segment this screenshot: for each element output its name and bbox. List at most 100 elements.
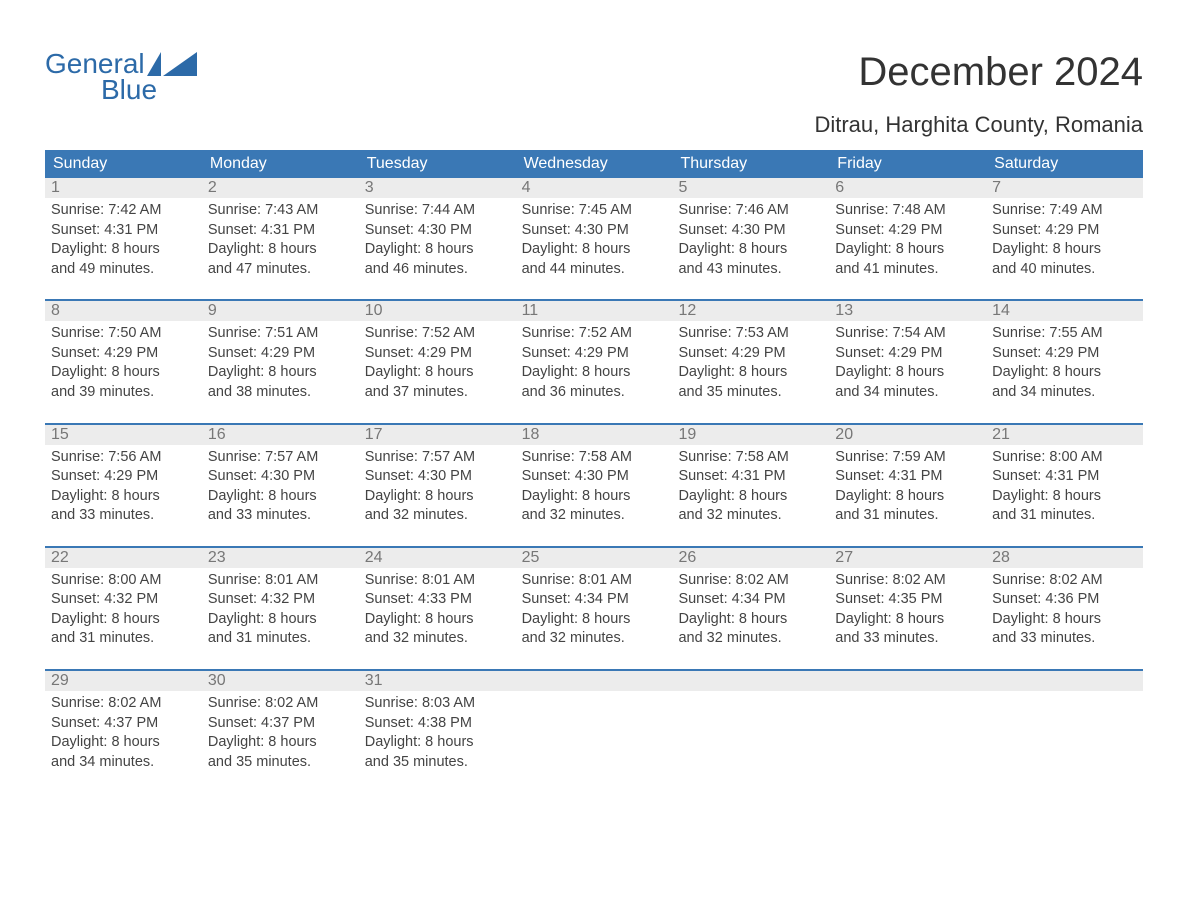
day-info-line: Sunset: 4:29 PM xyxy=(522,344,667,364)
day-info-line: and 49 minutes. xyxy=(51,260,196,280)
day-info-line: Sunset: 4:31 PM xyxy=(51,221,196,241)
calendar-day-cell: 26Sunrise: 8:02 AMSunset: 4:34 PMDayligh… xyxy=(672,548,829,655)
day-info-line: Sunset: 4:29 PM xyxy=(992,221,1137,241)
day-number: 12 xyxy=(672,301,829,321)
day-info-line: Daylight: 8 hours xyxy=(992,487,1137,507)
flag-icon xyxy=(147,52,197,76)
day-number: . xyxy=(516,671,673,691)
day-number: 19 xyxy=(672,425,829,445)
calendar-day-cell: . xyxy=(516,671,673,778)
day-info-line: Daylight: 8 hours xyxy=(208,240,353,260)
day-info: Sunrise: 7:44 AMSunset: 4:30 PMDaylight:… xyxy=(359,198,516,285)
weekday-header: Monday xyxy=(202,150,359,178)
day-number: 6 xyxy=(829,178,986,198)
day-info-line: and 37 minutes. xyxy=(365,383,510,403)
day-info-line: and 32 minutes. xyxy=(365,629,510,649)
calendar-day-cell: 17Sunrise: 7:57 AMSunset: 4:30 PMDayligh… xyxy=(359,425,516,532)
day-info-line: Daylight: 8 hours xyxy=(992,240,1137,260)
calendar-day-cell: 16Sunrise: 7:57 AMSunset: 4:30 PMDayligh… xyxy=(202,425,359,532)
day-info-line: and 46 minutes. xyxy=(365,260,510,280)
day-info-line: Sunset: 4:30 PM xyxy=(365,467,510,487)
brand-logo: General Blue xyxy=(45,50,197,104)
day-info-line: and 41 minutes. xyxy=(835,260,980,280)
calendar-day-cell: 6Sunrise: 7:48 AMSunset: 4:29 PMDaylight… xyxy=(829,178,986,285)
day-info-line: Sunrise: 8:02 AM xyxy=(51,694,196,714)
day-number: 14 xyxy=(986,301,1143,321)
weekday-header: Friday xyxy=(829,150,986,178)
day-number: 28 xyxy=(986,548,1143,568)
day-info-line: Sunset: 4:37 PM xyxy=(51,714,196,734)
calendar-day-cell: 25Sunrise: 8:01 AMSunset: 4:34 PMDayligh… xyxy=(516,548,673,655)
day-info-line: Daylight: 8 hours xyxy=(835,240,980,260)
calendar-day-cell: . xyxy=(672,671,829,778)
day-info-line: and 35 minutes. xyxy=(678,383,823,403)
day-number: 27 xyxy=(829,548,986,568)
day-info: Sunrise: 7:52 AMSunset: 4:29 PMDaylight:… xyxy=(359,321,516,408)
day-info-line: Sunrise: 7:43 AM xyxy=(208,201,353,221)
brand-line2: Blue xyxy=(101,74,157,105)
calendar-day-cell: 27Sunrise: 8:02 AMSunset: 4:35 PMDayligh… xyxy=(829,548,986,655)
day-info-line: and 32 minutes. xyxy=(522,629,667,649)
day-info-line: Sunset: 4:31 PM xyxy=(208,221,353,241)
day-info-line: Daylight: 8 hours xyxy=(51,610,196,630)
day-info: Sunrise: 7:58 AMSunset: 4:30 PMDaylight:… xyxy=(516,445,673,532)
day-info-line: Sunset: 4:30 PM xyxy=(678,221,823,241)
day-info-line: and 36 minutes. xyxy=(522,383,667,403)
day-info-line: Daylight: 8 hours xyxy=(208,733,353,753)
day-number: 7 xyxy=(986,178,1143,198)
day-info: Sunrise: 8:01 AMSunset: 4:32 PMDaylight:… xyxy=(202,568,359,655)
day-info-line: and 34 minutes. xyxy=(992,383,1137,403)
calendar-day-cell: 11Sunrise: 7:52 AMSunset: 4:29 PMDayligh… xyxy=(516,301,673,408)
day-info-line: Daylight: 8 hours xyxy=(835,610,980,630)
day-info-line: and 40 minutes. xyxy=(992,260,1137,280)
day-info-line: and 32 minutes. xyxy=(522,506,667,526)
day-info-line: Sunrise: 7:52 AM xyxy=(522,324,667,344)
day-info-line: Sunset: 4:29 PM xyxy=(678,344,823,364)
day-info-line: Sunrise: 8:00 AM xyxy=(992,448,1137,468)
day-info-line: Sunset: 4:29 PM xyxy=(835,221,980,241)
day-info-line: Sunrise: 8:00 AM xyxy=(51,571,196,591)
day-number: 26 xyxy=(672,548,829,568)
day-number: 9 xyxy=(202,301,359,321)
calendar-day-cell: 1Sunrise: 7:42 AMSunset: 4:31 PMDaylight… xyxy=(45,178,202,285)
day-info-line: Sunrise: 8:01 AM xyxy=(208,571,353,591)
weekday-header: Sunday xyxy=(45,150,202,178)
day-info-line: Daylight: 8 hours xyxy=(51,487,196,507)
calendar-week: 22Sunrise: 8:00 AMSunset: 4:32 PMDayligh… xyxy=(45,546,1143,655)
day-info-line: Sunrise: 7:53 AM xyxy=(678,324,823,344)
day-info-line: and 32 minutes. xyxy=(678,506,823,526)
day-info-line: Sunrise: 7:54 AM xyxy=(835,324,980,344)
day-info-line: Sunset: 4:31 PM xyxy=(992,467,1137,487)
day-info-line: Sunset: 4:29 PM xyxy=(992,344,1137,364)
calendar-day-cell: 31Sunrise: 8:03 AMSunset: 4:38 PMDayligh… xyxy=(359,671,516,778)
day-number: . xyxy=(986,671,1143,691)
page: General Blue December 2024 Ditrau, Hargh… xyxy=(0,0,1188,798)
day-info-line: Sunrise: 7:46 AM xyxy=(678,201,823,221)
day-info-line: and 34 minutes. xyxy=(51,753,196,773)
day-info-line: and 33 minutes. xyxy=(835,629,980,649)
day-info: Sunrise: 8:00 AMSunset: 4:32 PMDaylight:… xyxy=(45,568,202,655)
calendar-day-cell: 28Sunrise: 8:02 AMSunset: 4:36 PMDayligh… xyxy=(986,548,1143,655)
day-number: 3 xyxy=(359,178,516,198)
day-info-line: Daylight: 8 hours xyxy=(365,363,510,383)
day-info-line: Sunset: 4:33 PM xyxy=(365,590,510,610)
day-info-line: and 33 minutes. xyxy=(992,629,1137,649)
day-info-line: Daylight: 8 hours xyxy=(992,610,1137,630)
day-info-line: Sunset: 4:29 PM xyxy=(365,344,510,364)
calendar-day-cell: 22Sunrise: 8:00 AMSunset: 4:32 PMDayligh… xyxy=(45,548,202,655)
day-info-line: Daylight: 8 hours xyxy=(365,487,510,507)
day-info-line: Sunset: 4:32 PM xyxy=(51,590,196,610)
day-number: 18 xyxy=(516,425,673,445)
calendar-day-cell: 20Sunrise: 7:59 AMSunset: 4:31 PMDayligh… xyxy=(829,425,986,532)
day-info: Sunrise: 7:42 AMSunset: 4:31 PMDaylight:… xyxy=(45,198,202,285)
day-info-line: and 43 minutes. xyxy=(678,260,823,280)
day-info-line: Sunrise: 7:57 AM xyxy=(365,448,510,468)
day-info: Sunrise: 8:02 AMSunset: 4:36 PMDaylight:… xyxy=(986,568,1143,655)
day-info-line: Daylight: 8 hours xyxy=(522,363,667,383)
day-info-line: Sunset: 4:30 PM xyxy=(522,221,667,241)
day-info: Sunrise: 8:01 AMSunset: 4:34 PMDaylight:… xyxy=(516,568,673,655)
calendar-day-cell: . xyxy=(829,671,986,778)
day-info-line: Sunrise: 7:57 AM xyxy=(208,448,353,468)
calendar-day-cell: 3Sunrise: 7:44 AMSunset: 4:30 PMDaylight… xyxy=(359,178,516,285)
day-info-line: and 32 minutes. xyxy=(365,506,510,526)
